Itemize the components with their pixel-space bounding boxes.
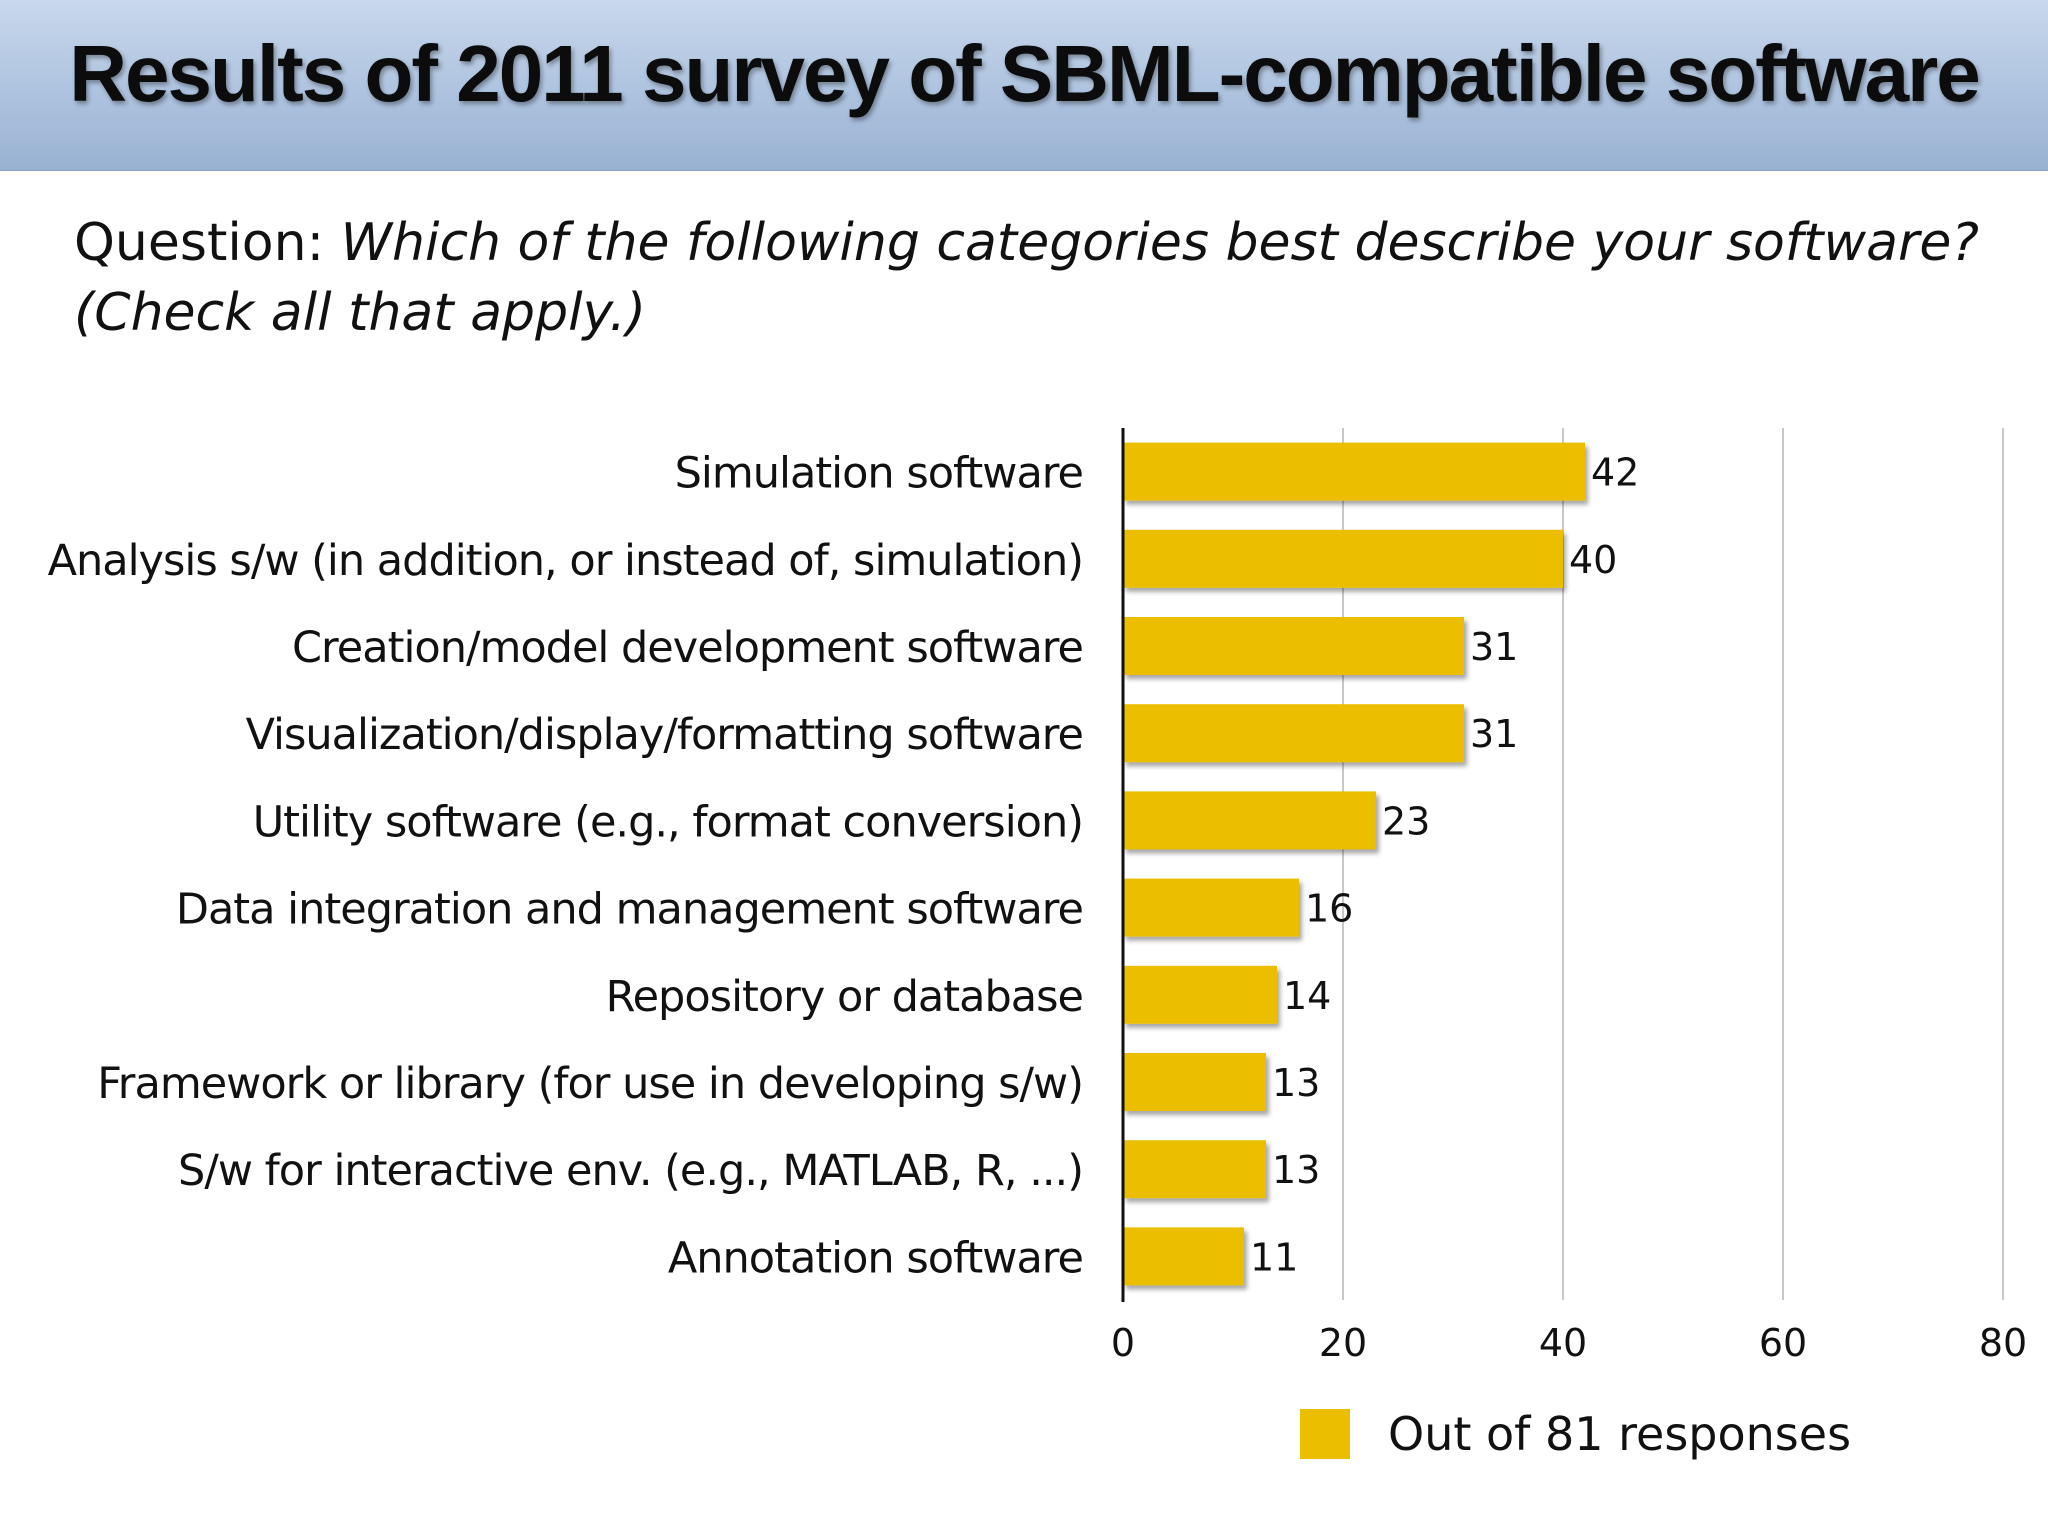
- category-label: Simulation software: [675, 449, 1083, 499]
- bar: [1123, 529, 1563, 588]
- category-label: Repository or database: [606, 972, 1083, 1022]
- bar-value-label: 31: [1470, 625, 1518, 669]
- bar-value-label: 13: [1272, 1148, 1320, 1192]
- chart-title: Results of 2011 survey of SBML-compatibl…: [69, 29, 1980, 118]
- category-label: Framework or library (for use in develop…: [97, 1059, 1083, 1109]
- bar: [1123, 704, 1464, 763]
- bar: [1123, 1053, 1266, 1111]
- category-label: Utility software (e.g., format conversio…: [253, 797, 1083, 847]
- category-label: Visualization/display/formatting softwar…: [246, 710, 1083, 760]
- bar-value-label: 23: [1382, 799, 1430, 843]
- survey-question: Question: Which of the following categor…: [74, 208, 2004, 348]
- bar-value-label: 31: [1470, 712, 1518, 756]
- bar: [1123, 617, 1464, 675]
- bar: [1123, 1140, 1266, 1199]
- legend-label: Out of 81 responses: [1388, 1407, 1852, 1461]
- category-label: Data integration and management software: [176, 885, 1083, 935]
- bar-value-label: 42: [1591, 451, 1639, 495]
- category-label: S/w for interactive env. (e.g., MATLAB, …: [178, 1146, 1083, 1196]
- bar: [1123, 965, 1277, 1024]
- title-bar: Results of 2011 survey of SBML-compatibl…: [0, 0, 2048, 171]
- bar: [1123, 878, 1299, 937]
- bar-value-label: 40: [1569, 538, 1617, 582]
- legend: Out of 81 responses: [1300, 1406, 1851, 1462]
- bar: [1123, 791, 1376, 850]
- bar: [1123, 442, 1585, 501]
- category-label: Annotation software: [668, 1233, 1083, 1283]
- question-prefix: Question:: [74, 213, 341, 273]
- x-tick-label: 40: [1539, 1321, 1587, 1365]
- x-tick-label: 80: [1979, 1321, 2027, 1365]
- bar-value-label: 16: [1305, 887, 1353, 931]
- bar-value-label: 14: [1283, 974, 1331, 1018]
- category-label: Analysis s/w (in addition, or instead of…: [48, 536, 1083, 586]
- bar: [1123, 1227, 1244, 1286]
- category-label: Creation/model development software: [292, 623, 1083, 673]
- bar-value-label: 13: [1272, 1061, 1320, 1105]
- x-tick-label: 0: [1111, 1321, 1135, 1365]
- question-text: Which of the following categories best d…: [74, 213, 1979, 343]
- legend-swatch: [1300, 1409, 1350, 1459]
- bar-value-label: 11: [1250, 1235, 1298, 1279]
- x-tick-label: 20: [1319, 1321, 1367, 1365]
- x-tick-label: 60: [1759, 1321, 1807, 1365]
